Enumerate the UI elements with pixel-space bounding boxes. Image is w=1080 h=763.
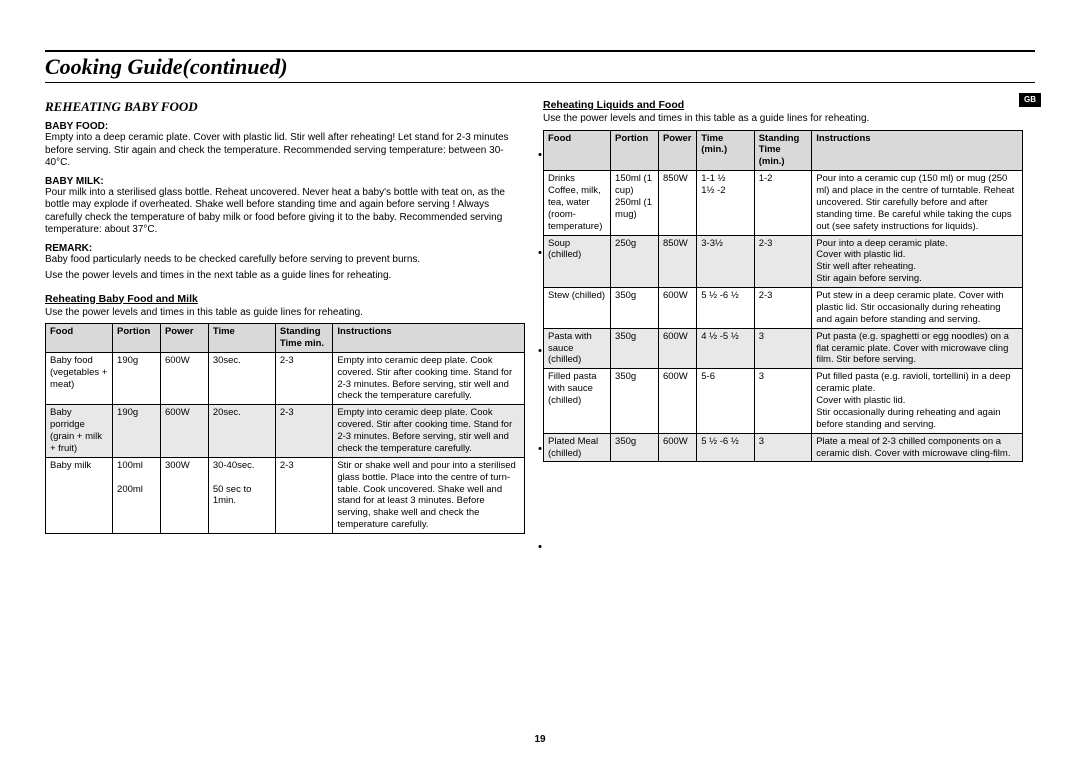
table-cell: 5 ½ -6 ½ <box>697 433 754 462</box>
table-row: Baby porridge (grain + milk + fruit)190g… <box>46 405 525 458</box>
table-cell: 1-1 ½1½ -2 <box>697 171 754 235</box>
table-row: Drinks Coffee, milk, tea, water (room-te… <box>544 171 1023 235</box>
table-cell: 2-3 <box>754 235 811 288</box>
table-cell: 850W <box>658 171 696 235</box>
section-title-reheating-baby-food: REHEATING BABY FOOD <box>45 99 525 115</box>
table-header: Portion <box>113 324 161 353</box>
table-cell: Baby porridge (grain + milk + fruit) <box>46 405 113 458</box>
text-remark-2: Use the power levels and times in the ne… <box>45 270 525 283</box>
table-cell: Empty into ceramic deep plate. Cook cove… <box>333 352 525 405</box>
table-cell: 350g <box>611 433 659 462</box>
table-cell: 350g <box>611 288 659 329</box>
text-baby-food: Empty into a deep ceramic plate. Cover w… <box>45 132 525 170</box>
table-cell: 190g <box>113 405 161 458</box>
two-column-layout: GB REHEATING BABY FOOD BABY FOOD: Empty … <box>45 93 1035 534</box>
table-cell: 2-3 <box>275 352 332 405</box>
table-cell: Pour into a ceramic cup (150 ml) or mug … <box>812 171 1023 235</box>
table-cell: 2-3 <box>754 288 811 329</box>
top-rule-thin <box>45 82 1035 83</box>
table-cell: Pasta with sauce (chilled) <box>544 328 611 369</box>
table-cell: Soup (chilled) <box>544 235 611 288</box>
table-cell: Plated Meal (chilled) <box>544 433 611 462</box>
table-cell: 2-3 <box>275 457 332 533</box>
table-header: Food <box>46 324 113 353</box>
gb-badge: GB <box>1019 93 1041 107</box>
table-header: Portion <box>611 130 659 171</box>
intro-baby-food-milk-table: Use the power levels and times in this t… <box>45 307 525 320</box>
table-cell: 600W <box>658 288 696 329</box>
table-cell: 600W <box>160 352 208 405</box>
table-baby-food-milk: FoodPortionPowerTimeStanding Time min.In… <box>45 323 525 534</box>
table-cell: 2-3 <box>275 405 332 458</box>
table-header: Power <box>160 324 208 353</box>
table-cell: 190g <box>113 352 161 405</box>
table-cell: 250g <box>611 235 659 288</box>
label-baby-milk: BABY MILK: <box>45 176 525 187</box>
table-cell: 350g <box>611 328 659 369</box>
table-cell: 1-2 <box>754 171 811 235</box>
intro-liquids-food-table: Use the power levels and times in this t… <box>543 113 1023 126</box>
text-baby-milk: Pour milk into a sterilised glass bottle… <box>45 187 525 237</box>
table-cell: Baby milk <box>46 457 113 533</box>
table-cell: 350g <box>611 369 659 433</box>
table-cell: 100ml200ml <box>113 457 161 533</box>
table-cell: Put filled pasta (e.g. ravioli, tortelli… <box>812 369 1023 433</box>
table-row: Baby food (vegetables + meat)190g600W30s… <box>46 352 525 405</box>
table-cell: Empty into ceramic deep plate. Cook cove… <box>333 405 525 458</box>
table-cell: 5 ½ -6 ½ <box>697 288 754 329</box>
label-baby-food: BABY FOOD: <box>45 121 525 132</box>
binding-dots <box>539 153 542 548</box>
table-header: Time (min.) <box>697 130 754 171</box>
table-cell: Drinks Coffee, milk, tea, water (room-te… <box>544 171 611 235</box>
table-cell: Stew (chilled) <box>544 288 611 329</box>
top-rule-thick <box>45 50 1035 52</box>
table-header: Time <box>208 324 275 353</box>
table-header: Standing Time (min.) <box>754 130 811 171</box>
table-liquids-food: FoodPortionPowerTime (min.)Standing Time… <box>543 130 1023 463</box>
table-cell: 30sec. <box>208 352 275 405</box>
table-cell: 3-3½ <box>697 235 754 288</box>
table-cell: 600W <box>160 405 208 458</box>
table-cell: 3 <box>754 328 811 369</box>
table-cell: 4 ½ -5 ½ <box>697 328 754 369</box>
table-cell: 600W <box>658 433 696 462</box>
table-cell: Put pasta (e.g. spaghetti or egg noodles… <box>812 328 1023 369</box>
table-cell: Put stew in a deep ceramic plate. Cover … <box>812 288 1023 329</box>
heading-baby-food-milk-table: Reheating Baby Food and Milk <box>45 293 525 305</box>
table-cell: Stir or shake well and pour into a steri… <box>333 457 525 533</box>
table-header: Instructions <box>333 324 525 353</box>
table-cell: 30-40sec.50 sec to 1min. <box>208 457 275 533</box>
page-title: Cooking Guide(continued) <box>45 54 1035 80</box>
table-row: Pasta with sauce (chilled)350g600W4 ½ -5… <box>544 328 1023 369</box>
table-row: Baby milk100ml200ml300W30-40sec.50 sec t… <box>46 457 525 533</box>
table-header: Power <box>658 130 696 171</box>
table-header: Standing Time min. <box>275 324 332 353</box>
table-cell: 600W <box>658 328 696 369</box>
table-row: Plated Meal (chilled)350g600W5 ½ -6 ½3Pl… <box>544 433 1023 462</box>
table-row: Soup (chilled)250g850W3-3½2-3Pour into a… <box>544 235 1023 288</box>
heading-liquids-food-table: Reheating Liquids and Food <box>543 99 1023 111</box>
table-row: Filled pasta with sauce (chilled)350g600… <box>544 369 1023 433</box>
table-cell: 5-6 <box>697 369 754 433</box>
table-row: Stew (chilled)350g600W5 ½ -6 ½2-3Put ste… <box>544 288 1023 329</box>
table-header: Instructions <box>812 130 1023 171</box>
text-remark-1: Baby food particularly needs to be check… <box>45 254 525 267</box>
table-cell: Plate a meal of 2-3 chilled components o… <box>812 433 1023 462</box>
table-cell: 20sec. <box>208 405 275 458</box>
table-cell: 3 <box>754 433 811 462</box>
page-number: 19 <box>0 734 1080 745</box>
left-column: REHEATING BABY FOOD BABY FOOD: Empty int… <box>45 93 525 534</box>
table-cell: 850W <box>658 235 696 288</box>
table-cell: 3 <box>754 369 811 433</box>
table-cell: 150ml (1 cup) 250ml (1 mug) <box>611 171 659 235</box>
table-cell: Pour into a deep ceramic plate.Cover wit… <box>812 235 1023 288</box>
table-cell: 300W <box>160 457 208 533</box>
right-column: Reheating Liquids and Food Use the power… <box>543 93 1023 534</box>
table-cell: Filled pasta with sauce (chilled) <box>544 369 611 433</box>
label-remark: REMARK: <box>45 243 525 254</box>
table-header: Food <box>544 130 611 171</box>
table-cell: 600W <box>658 369 696 433</box>
table-cell: Baby food (vegetables + meat) <box>46 352 113 405</box>
